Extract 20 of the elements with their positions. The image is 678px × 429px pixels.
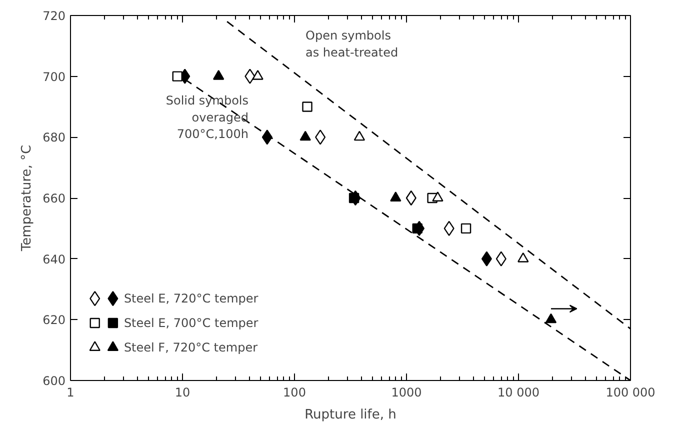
legend-label: Steel F, 720°C temper <box>124 340 258 354</box>
y-tick-label: 700 <box>42 70 66 84</box>
legend-label: Steel E, 700°C temper <box>124 316 258 330</box>
annotation: Solid symbols overaged 700°C,100h <box>166 94 249 142</box>
y-axis-title: Temperature, °C <box>20 144 35 252</box>
annotation: Open symbols as heat-treated <box>306 28 398 60</box>
y-tick-label: 640 <box>42 252 66 266</box>
x-tick-label: 100 000 <box>606 386 656 400</box>
y-tick-label: 660 <box>42 192 66 206</box>
legend-label: Steel E, 720°C temper <box>124 292 258 306</box>
y-tick-label: 680 <box>42 130 66 145</box>
y-tick-label: 720 <box>42 9 66 23</box>
x-axis-title: Rupture life, h <box>304 408 396 422</box>
x-tick-label: 1000 <box>391 386 422 400</box>
x-tick-label: 10 <box>174 386 190 400</box>
x-tick-label: 10 000 <box>498 386 540 400</box>
x-tick-label: 1 <box>66 386 74 400</box>
x-tick-label: 100 <box>283 386 306 400</box>
y-tick-label: 620 <box>42 313 66 328</box>
y-tick-label: 600 <box>42 374 66 388</box>
